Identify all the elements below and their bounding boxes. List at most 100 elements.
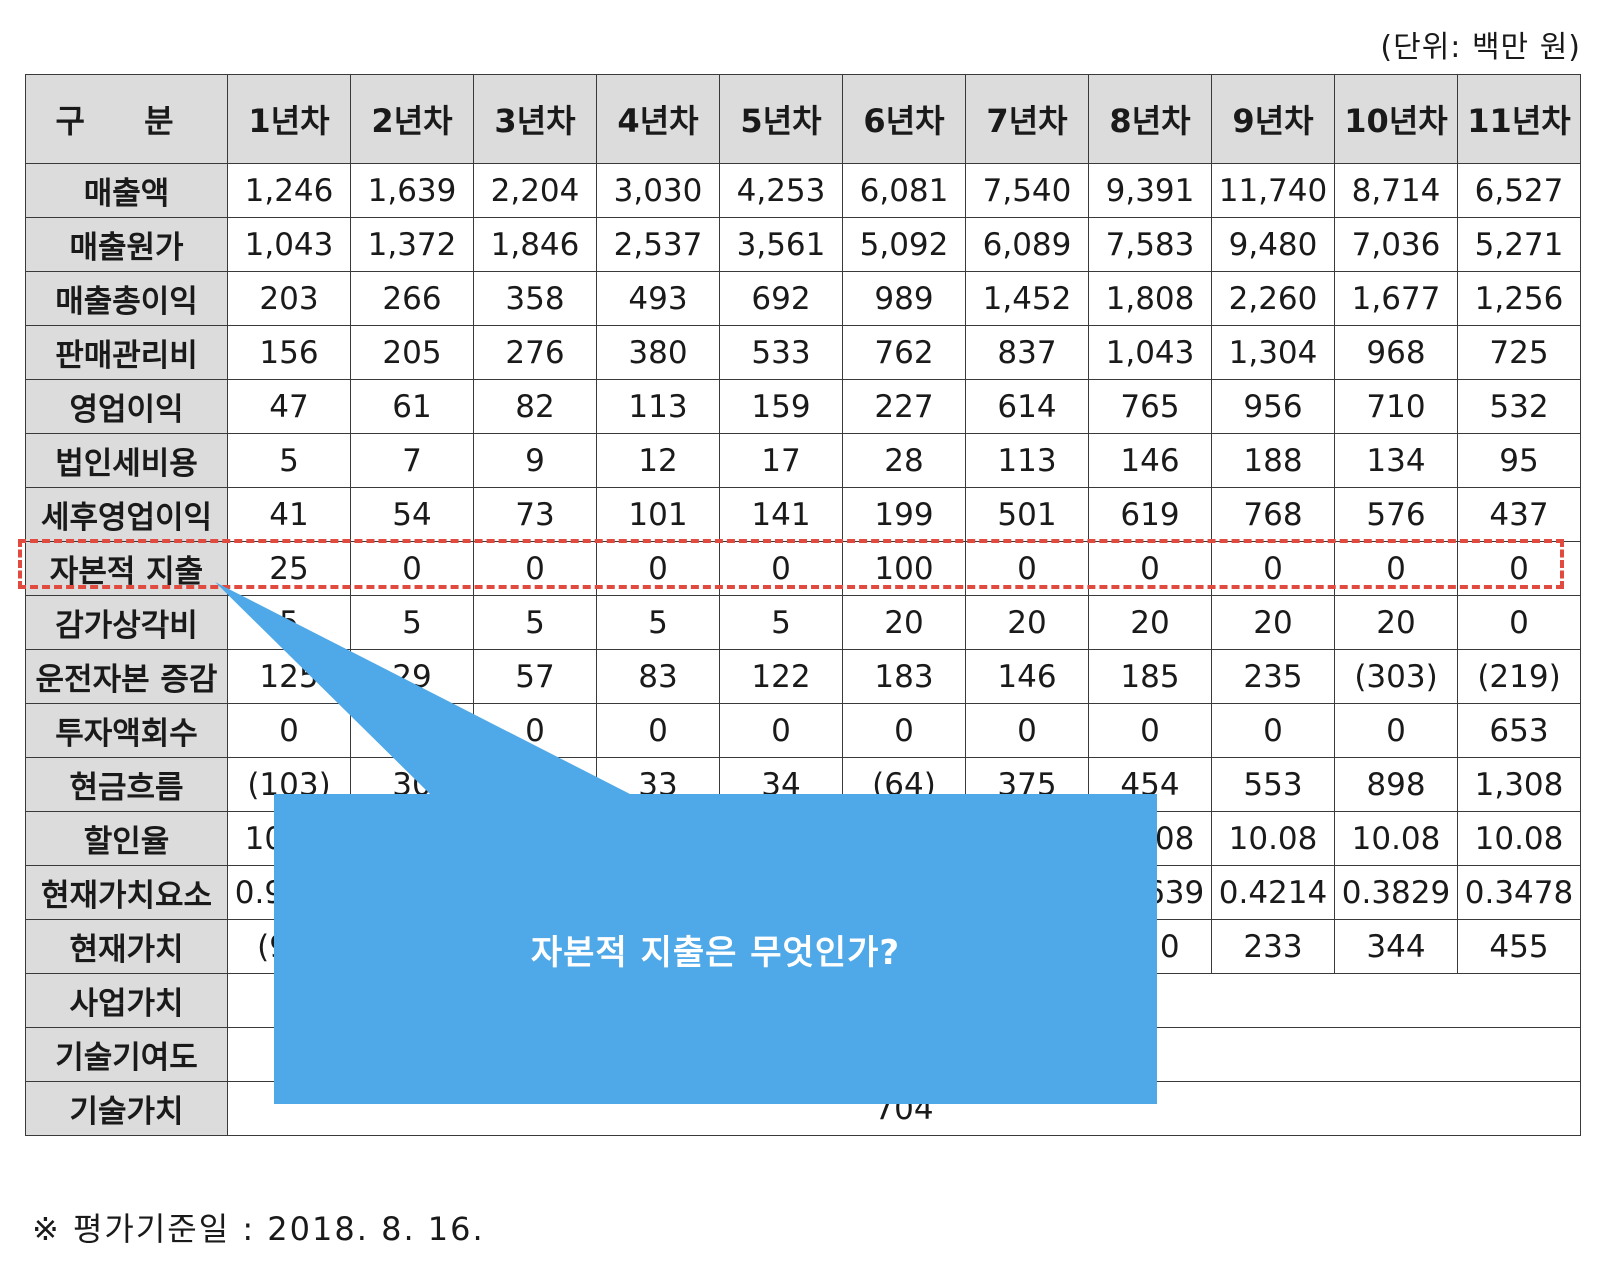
header-year: 10년차: [1334, 74, 1458, 164]
table-cell: 95: [1457, 433, 1581, 488]
table-cell: 5: [473, 595, 597, 650]
table-cell: 20: [842, 595, 966, 650]
table-cell: 3,030: [596, 163, 720, 218]
table-cell: 455: [1457, 919, 1581, 974]
table-cell: 7,540: [965, 163, 1089, 218]
row-label: 매출액: [25, 163, 228, 218]
table-cell: 0: [473, 541, 597, 596]
table-cell: 4,253: [719, 163, 843, 218]
table-cell: 358: [473, 271, 597, 326]
table-cell: 5,092: [842, 217, 966, 272]
row-label: 기술가치: [25, 1081, 228, 1136]
table-cell: 20: [1211, 595, 1335, 650]
header-row: 구 분 1년차 2년차 3년차 4년차 5년차 6년차 7년차 8년차 9년차 10년차 11년차: [25, 74, 1581, 164]
table-cell: 6,081: [842, 163, 966, 218]
table-cell: 0: [965, 541, 1089, 596]
table-cell: 122: [719, 649, 843, 704]
table-cell: 1,639: [350, 163, 474, 218]
header-year: 3년차: [473, 74, 597, 164]
table-cell: 25: [227, 541, 351, 596]
table-cell: 493: [596, 271, 720, 326]
table-row: 자본적 지출 25 0 0 0 0 100 0 0 0 0 0: [25, 541, 1581, 596]
row-label: 판매관리비: [25, 325, 228, 380]
table-cell: 0: [596, 541, 720, 596]
table-cell: (219): [1457, 649, 1581, 704]
table-cell: 227: [842, 379, 966, 434]
table-cell: 146: [965, 649, 1089, 704]
table-cell: 5: [227, 433, 351, 488]
table-cell: 0.3829: [1334, 865, 1458, 920]
table-cell: (303): [1334, 649, 1458, 704]
table-cell: 7,036: [1334, 217, 1458, 272]
table-cell: 73: [473, 487, 597, 542]
table-cell: 17: [719, 433, 843, 488]
table-cell: 437: [1457, 487, 1581, 542]
row-label: 영업이익: [25, 379, 228, 434]
header-year: 2년차: [350, 74, 474, 164]
table-cell: 0: [1457, 595, 1581, 650]
header-label: 구 분: [25, 74, 228, 164]
table-cell: 266: [350, 271, 474, 326]
table-header: 구 분 1년차 2년차 3년차 4년차 5년차 6년차 7년차 8년차 9년차 10년차 11년차: [25, 74, 1581, 164]
row-label: 감가상각비: [25, 595, 228, 650]
table-cell: 10.08: [1457, 811, 1581, 866]
header-year: 9년차: [1211, 74, 1335, 164]
table-cell: 619: [1088, 487, 1212, 542]
table-cell: 156: [227, 325, 351, 380]
table-cell: 989: [842, 271, 966, 326]
table-cell: 1,308: [1457, 757, 1581, 812]
table-cell: 2,260: [1211, 271, 1335, 326]
table-cell: 0: [1457, 541, 1581, 596]
table-cell: 6,089: [965, 217, 1089, 272]
table-cell: 146: [1088, 433, 1212, 488]
table-cell: 653: [1457, 703, 1581, 758]
table-cell: 7,583: [1088, 217, 1212, 272]
table-cell: 380: [596, 325, 720, 380]
table-cell: 5,271: [1457, 217, 1581, 272]
table-cell: 7: [350, 433, 474, 488]
table-cell: 54: [350, 487, 474, 542]
table-cell: 1,808: [1088, 271, 1212, 326]
table-cell: 1,677: [1334, 271, 1458, 326]
table-cell: 6,527: [1457, 163, 1581, 218]
table-cell: 0: [1334, 703, 1458, 758]
table-cell: 5: [227, 595, 351, 650]
table-cell: 0: [719, 541, 843, 596]
row-label: 운전자본 증감: [25, 649, 228, 704]
table-cell: 0: [1334, 541, 1458, 596]
unit-label: (단위: 백만 원): [1380, 30, 1581, 65]
table-cell: 0: [965, 703, 1089, 758]
table-row: 영업이익 47 61 82 113 159 227 614 765 956 710 532: [25, 379, 1581, 434]
table-cell: 188: [1211, 433, 1335, 488]
table-cell: 57: [473, 649, 597, 704]
table-cell: 203: [227, 271, 351, 326]
table-cell: 614: [965, 379, 1089, 434]
table-row: 세후영업이익 41 54 73 101 141 199 501 619 768 576 437: [25, 487, 1581, 542]
table-cell: 768: [1211, 487, 1335, 542]
table-cell: 0: [473, 703, 597, 758]
row-label: 기술기여도: [25, 1027, 228, 1082]
table-cell: 0: [842, 703, 966, 758]
evaluation-date-note: ※ 평가기준일 : 2018. 8. 16.: [32, 1210, 485, 1248]
table-cell: 134: [1334, 433, 1458, 488]
table-cell: 0: [350, 703, 474, 758]
table-cell: 968: [1334, 325, 1458, 380]
row-label: 자본적 지출: [25, 541, 228, 596]
table-cell: 1,256: [1457, 271, 1581, 326]
header-year: 1년차: [227, 74, 351, 164]
table-cell: 3,561: [719, 217, 843, 272]
table-row: 투자액회수 0 0 0 0 0 0 0 0 0 0 653: [25, 703, 1581, 758]
row-label: 법인세비용: [25, 433, 228, 488]
table-row: 매출원가 1,043 1,372 1,846 2,537 3,561 5,092 6,089 7…: [25, 217, 1581, 272]
table-cell: 501: [965, 487, 1089, 542]
table-cell: 0: [1211, 541, 1335, 596]
header-year: 5년차: [719, 74, 843, 164]
table-cell: 12: [596, 433, 720, 488]
table-cell: 276: [473, 325, 597, 380]
table-cell: 20: [1088, 595, 1212, 650]
table-cell: 185: [1088, 649, 1212, 704]
table-cell: 10.08: [1334, 811, 1458, 866]
table-row: 감가상각비 5 5 5 5 5 20 20 20 20 20 0: [25, 595, 1581, 650]
table-cell: 199: [842, 487, 966, 542]
table-cell: 101: [596, 487, 720, 542]
